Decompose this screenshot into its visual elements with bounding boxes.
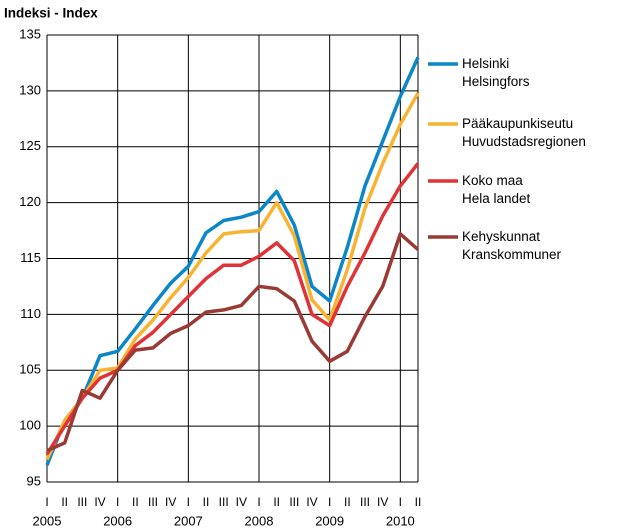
x-tick-label: III [289,495,299,509]
legend-label: Koko maa Hela landet [462,173,531,206]
legend-label: Pääkaupunkiseutu Huvudstadsregionen [462,116,586,149]
x-tick-label: IV [165,495,176,509]
x-tick-label: I [328,495,331,509]
series-line [45,162,420,456]
year-label: 2005 [33,513,62,528]
y-tick-label: 135 [19,26,41,41]
y-tick-label: 125 [19,138,41,153]
x-tick-label: II [273,495,280,509]
year-label: 2006 [103,513,132,528]
y-tick-label: 110 [20,306,41,321]
y-tick-label: 105 [19,362,41,377]
x-tick-label: IV [236,495,247,509]
series-line [45,56,420,466]
x-tick-label: II [344,495,351,509]
chart-title: Indeksi - Index [4,6,98,21]
x-tick-label: I [116,495,119,509]
x-tick-label: III [219,495,229,509]
series-line [45,92,420,461]
y-tick-label: 115 [20,250,41,265]
year-label: 2010 [386,513,415,528]
legend-label: Helsinki Helsingfors [462,56,530,89]
x-tick-label: II [415,495,422,509]
y-tick-label: 120 [19,194,41,209]
year-label: 2008 [245,513,274,528]
x-tick-label: II [132,495,139,509]
x-tick-label: I [187,495,190,509]
x-tick-label: IV [94,495,105,509]
x-tick-label: II [61,495,68,509]
year-label: 2007 [174,513,203,528]
x-tick-label: III [148,495,158,509]
legend-label: Kehyskunnat Kranskommuner [462,229,562,262]
x-tick-label: IV [306,495,317,509]
x-tick-label: I [45,495,48,509]
year-label: 2009 [315,513,344,528]
x-tick-label: I [399,495,402,509]
x-tick-label: III [77,495,87,509]
y-tick-label: 95 [27,473,41,488]
x-tick-label: II [203,495,210,509]
x-tick-label: IV [377,495,388,509]
x-tick-label: I [257,495,260,509]
y-tick-label: 130 [19,82,41,97]
x-tick-label: III [360,495,370,509]
y-tick-label: 100 [19,418,41,433]
series-line [46,232,420,453]
